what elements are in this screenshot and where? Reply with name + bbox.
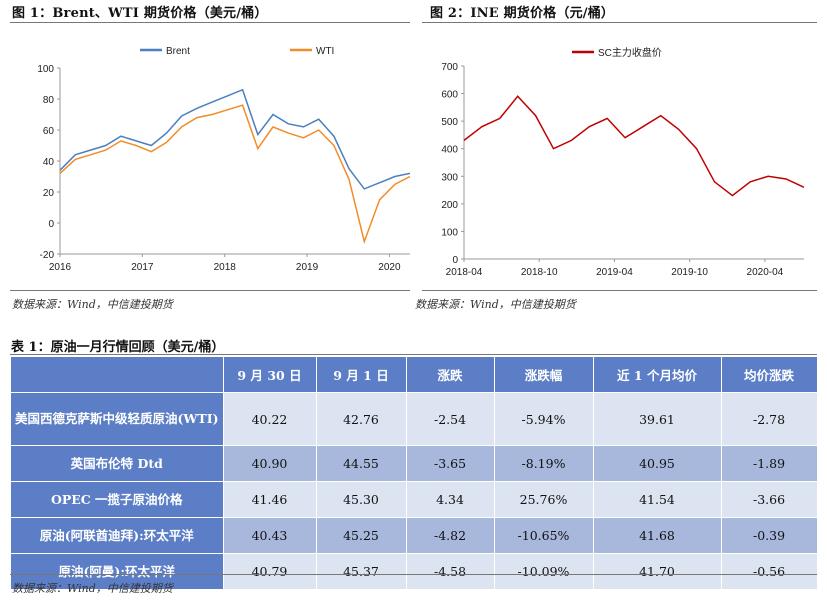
table-source: 数据来源：Wind，中信建投期货 <box>12 582 173 595</box>
x-tick-label: 2018 <box>214 262 237 273</box>
value-cell: 45.37 <box>316 553 407 590</box>
value-cell: 40.95 <box>593 445 722 482</box>
figure-1-title: 图 1：Brent、WTI 期货价格（美元/桶） <box>12 6 268 21</box>
figure-2-title: 图 2：INE 期货价格（元/桶） <box>430 6 615 21</box>
value-cell: -4.82 <box>406 517 495 554</box>
y-tick-label: 20 <box>43 188 55 199</box>
table-1-title: 表 1：原油一月行情回顾（美元/桶） <box>11 340 225 355</box>
table-header-row: 9 月 30 日 9 月 1 日 涨跌 涨跌幅 近 1 个月均价 均价涨跌 <box>11 357 818 393</box>
x-tick-label: 2019 <box>296 262 319 273</box>
row-name-cell: 原油(阿曼):环太平洋 <box>11 553 224 590</box>
y-tick-label: 700 <box>441 62 458 73</box>
value-cell: -10.09% <box>494 553 594 590</box>
figure-2-bottom-rule <box>422 290 817 291</box>
value-cell: 42.76 <box>316 392 407 446</box>
x-tick-label: 2019-10 <box>671 267 708 278</box>
table-row: 原油(阿联酋迪拜):环太平洋 40.43 45.25 -4.82 -10.65%… <box>11 517 818 554</box>
value-cell: 41.68 <box>593 517 722 554</box>
value-cell: 4.34 <box>406 481 495 518</box>
value-cell: -4.58 <box>406 553 495 590</box>
value-cell: 40.90 <box>223 445 317 482</box>
header-cell: 涨跌 <box>406 357 495 393</box>
series-line-1 <box>59 104 410 245</box>
price-review-table: 9 月 30 日 9 月 1 日 涨跌 涨跌幅 近 1 个月均价 均价涨跌 美国… <box>11 357 818 590</box>
header-cell <box>11 357 224 393</box>
y-tick-label: 80 <box>43 95 55 106</box>
y-tick-label: 300 <box>441 172 458 183</box>
value-cell: -1.89 <box>721 445 818 482</box>
value-cell: -3.66 <box>721 481 818 518</box>
row-name-cell: OPEC 一揽子原油价格 <box>11 481 224 518</box>
series-line-0 <box>59 88 410 190</box>
x-tick-label: 2017 <box>131 262 154 273</box>
header-cell: 9 月 1 日 <box>316 357 407 393</box>
value-cell: 25.76% <box>494 481 594 518</box>
header-cell: 涨跌幅 <box>494 357 594 393</box>
y-tick-label: 60 <box>43 126 55 137</box>
x-tick-label: 2019-04 <box>596 267 633 278</box>
value-cell: 39.61 <box>593 392 722 446</box>
value-cell: -3.65 <box>406 445 495 482</box>
y-tick-label: 0 <box>452 255 458 266</box>
value-cell: -5.94% <box>494 392 594 446</box>
x-tick-label: 2020 <box>378 262 401 273</box>
row-name-cell: 原油(阿联酋迪拜):环太平洋 <box>11 517 224 554</box>
y-tick-label: 500 <box>441 117 458 128</box>
header-cell: 均价涨跌 <box>721 357 818 393</box>
table-row: OPEC 一揽子原油价格 41.46 45.30 4.34 25.76% 41.… <box>11 481 818 518</box>
value-cell: 45.30 <box>316 481 407 518</box>
value-cell: -10.65% <box>494 517 594 554</box>
legend-label: Brent <box>166 46 190 57</box>
figure-2-top-rule <box>422 22 817 23</box>
value-cell: 40.22 <box>223 392 317 446</box>
value-cell: 45.25 <box>316 517 407 554</box>
value-cell: -2.78 <box>721 392 818 446</box>
table-top-rule <box>10 354 817 355</box>
legend-label: SC主力收盘价 <box>598 46 662 59</box>
x-tick-label: 2018-04 <box>446 267 483 278</box>
x-tick-label: 2016 <box>49 262 72 273</box>
value-cell: -0.56 <box>721 553 818 590</box>
x-tick-label: 2020-04 <box>747 267 784 278</box>
row-name-cell: 美国西德克萨斯中级轻质原油(WTI) <box>11 392 224 446</box>
y-tick-label: 200 <box>441 200 458 211</box>
table-row: 美国西德克萨斯中级轻质原油(WTI) 40.22 42.76 -2.54 -5.… <box>11 392 818 446</box>
row-name-cell: 英国布伦特 Dtd <box>11 445 224 482</box>
value-cell: 40.43 <box>223 517 317 554</box>
value-cell: -2.54 <box>406 392 495 446</box>
y-tick-label: 600 <box>441 90 458 101</box>
value-cell: 41.46 <box>223 481 317 518</box>
value-cell: 44.55 <box>316 445 407 482</box>
value-cell: 40.79 <box>223 553 317 590</box>
legend-label: WTI <box>316 46 334 57</box>
y-tick-label: 40 <box>43 157 55 168</box>
y-tick-label: 0 <box>48 219 54 230</box>
value-cell: -8.19% <box>494 445 594 482</box>
y-tick-label: 100 <box>441 227 458 238</box>
figure-1-source: 数据来源：Wind，中信建投期货 <box>12 298 173 311</box>
header-cell: 9 月 30 日 <box>223 357 317 393</box>
y-tick-label: 100 <box>37 64 54 75</box>
table-row: 原油(阿曼):环太平洋 40.79 45.37 -4.58 -10.09% 41… <box>11 553 818 590</box>
series-line-0 <box>463 95 805 197</box>
x-tick-label: 2018-10 <box>521 267 558 278</box>
header-cell: 近 1 个月均价 <box>593 357 722 393</box>
figure-1-top-rule <box>10 22 410 23</box>
value-cell: 41.70 <box>593 553 722 590</box>
table-row: 英国布伦特 Dtd 40.90 44.55 -3.65 -8.19% 40.95… <box>11 445 818 482</box>
figure-2-source: 数据来源：Wind，中信建投期货 <box>415 298 576 311</box>
value-cell: 41.54 <box>593 481 722 518</box>
table-bottom-rule <box>10 574 817 575</box>
y-tick-label: -20 <box>40 250 55 261</box>
y-tick-label: 400 <box>441 145 458 156</box>
figure-1-bottom-rule <box>10 290 410 291</box>
value-cell: -0.39 <box>721 517 818 554</box>
